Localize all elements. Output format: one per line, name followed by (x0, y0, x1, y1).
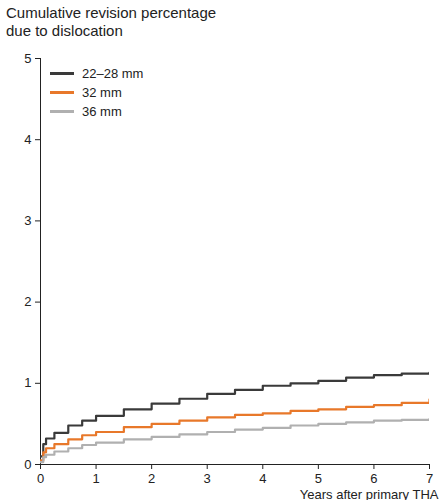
svg-text:6: 6 (370, 471, 377, 486)
svg-text:1: 1 (24, 375, 31, 390)
html-text:32 mm: 32 mm (82, 85, 122, 100)
svg-text:0: 0 (24, 457, 31, 472)
svg-text:1: 1 (92, 471, 99, 486)
svg-text:4: 4 (24, 132, 31, 147)
svg-text:5: 5 (24, 51, 31, 66)
svg-text:7: 7 (426, 471, 433, 486)
svg-text:3: 3 (24, 213, 31, 228)
svg-text:3: 3 (204, 471, 211, 486)
html-text:Cumulative revision percentage: Cumulative revision percentage due to di… (6, 4, 217, 39)
html-text:22–28 mm: 22–28 mm (82, 66, 144, 81)
svg-text:0: 0 (37, 471, 44, 486)
svg-text:5: 5 (315, 471, 322, 486)
html-text:36 mm: 36 mm (82, 104, 122, 119)
svg-text:4: 4 (259, 471, 266, 486)
svg-text:2: 2 (148, 471, 155, 486)
svg-text:Years after primary THA: Years after primary THA (300, 487, 439, 500)
svg-text:2: 2 (24, 294, 31, 309)
